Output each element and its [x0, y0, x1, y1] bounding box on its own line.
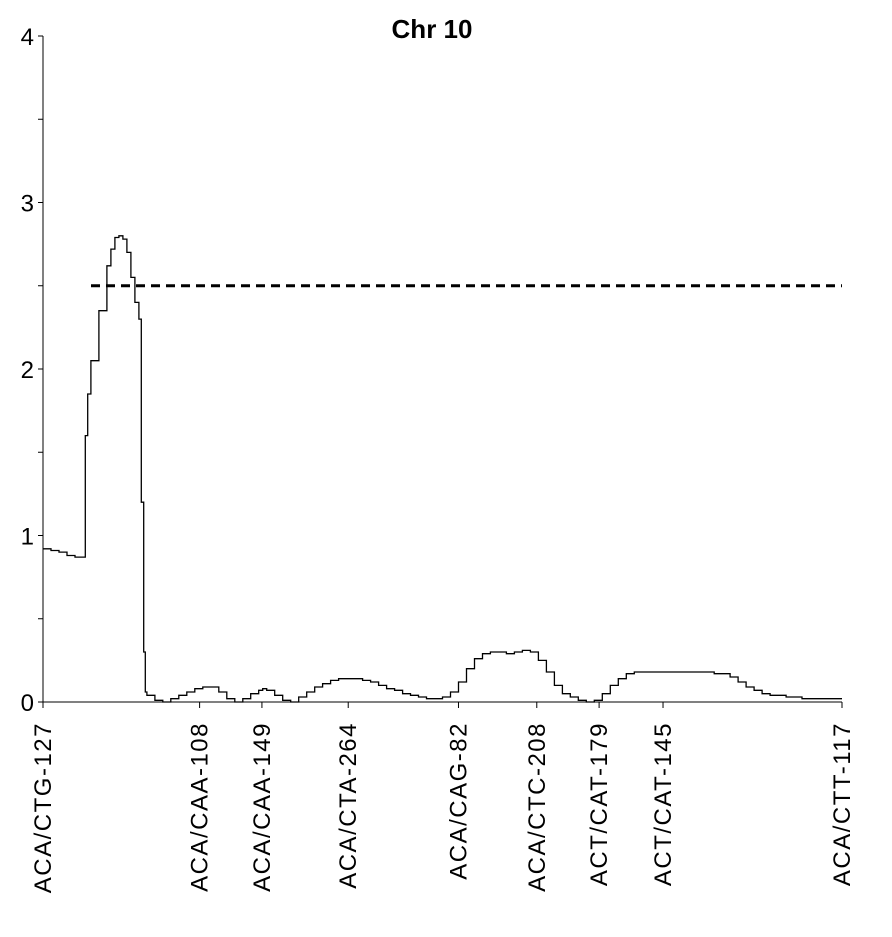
- marker-label: ACA/CTG-127: [30, 722, 57, 893]
- y-tick-label: 2: [21, 357, 34, 384]
- marker-label: ACT/CAT-179: [586, 722, 613, 886]
- y-tick-label: 4: [21, 24, 34, 51]
- chart-title: Chr 10: [392, 14, 473, 44]
- y-tick-label: 1: [21, 524, 34, 551]
- series-layer: [43, 235, 842, 703]
- marker-label: ACA/CAG-82: [446, 722, 473, 880]
- marker-label: ACA/CTA-264: [335, 722, 362, 889]
- x-tick-layer: ACA/CTG-127 ACA/CAA-108 ACA/CAA-149 ACA/CTA…: [30, 702, 856, 893]
- marker-label: ACT/CAT-145: [650, 722, 677, 886]
- marker-label: ACA/CTT-117: [829, 722, 856, 886]
- y-tick-label: 3: [21, 191, 34, 218]
- marker-label: ACA/CAA-108: [187, 722, 214, 892]
- lod-series-line: [43, 235, 842, 703]
- marker-label: ACA/CTC-208: [524, 722, 551, 892]
- axes: 0 1 2 3 4: [21, 24, 842, 717]
- y-tick-label: 0: [21, 690, 34, 717]
- marker-label: ACA/CAA-149: [249, 722, 276, 892]
